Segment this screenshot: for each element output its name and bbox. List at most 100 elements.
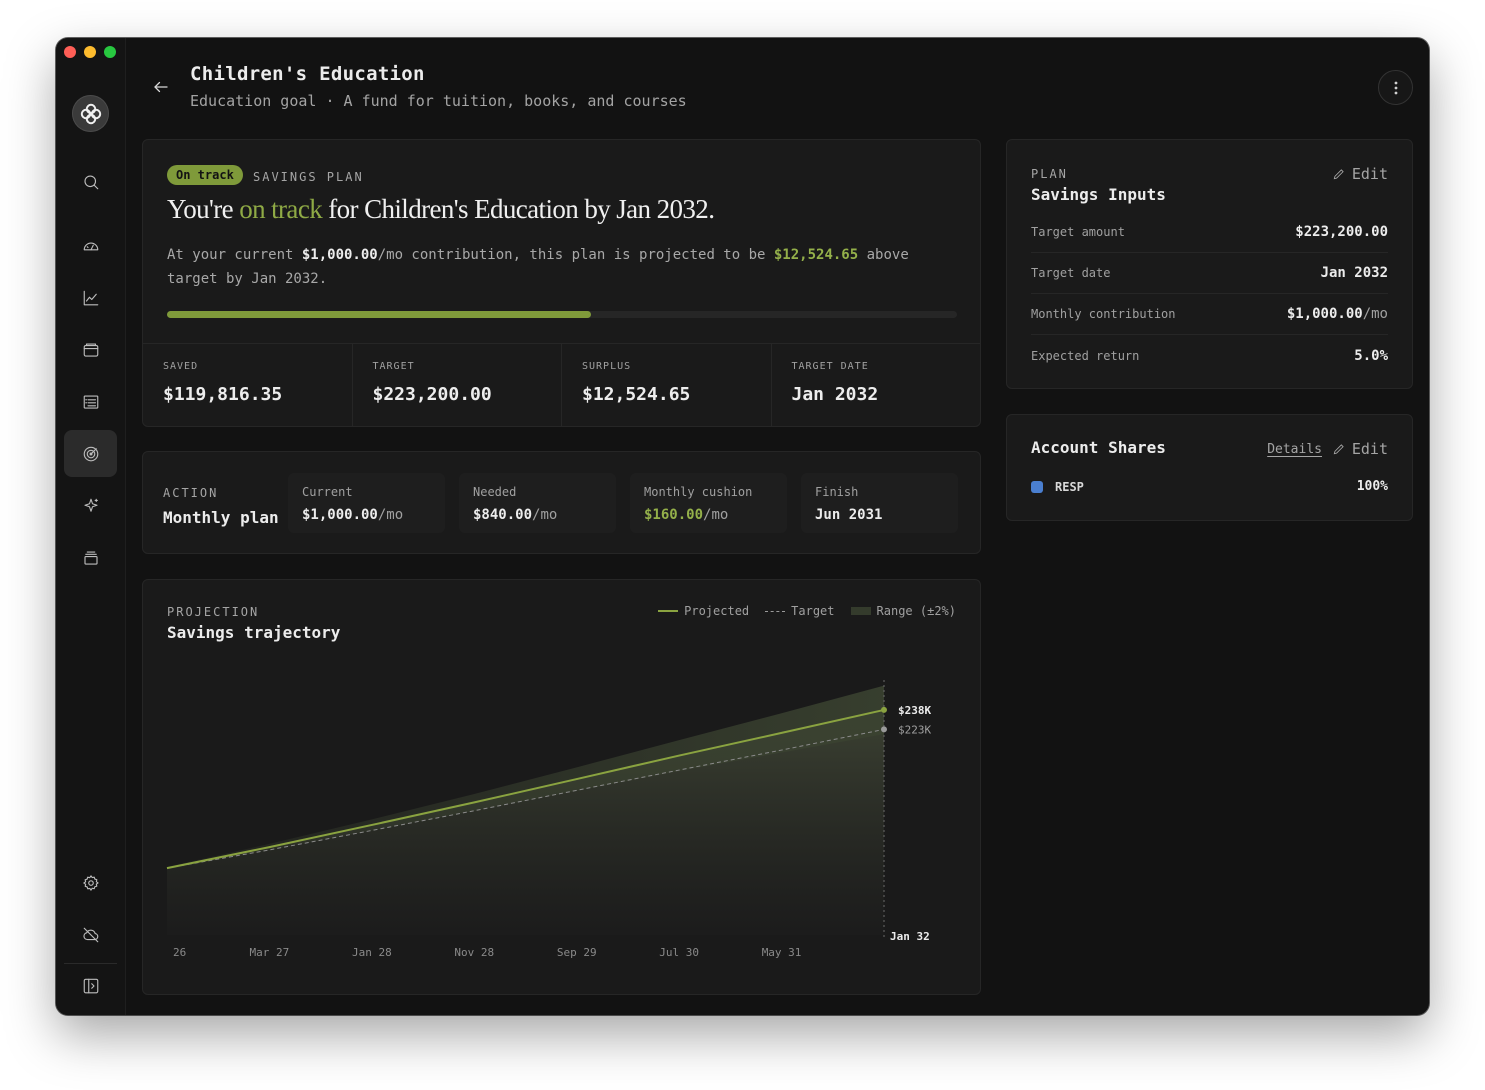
sidebar-item-settings[interactable] [64, 859, 117, 906]
back-button[interactable] [150, 76, 172, 98]
page-subtitle: Education goal · A fund for tuition, boo… [190, 92, 687, 110]
x-tick-label: Jan 28 [352, 946, 392, 959]
card-title: Account Shares [1031, 438, 1166, 457]
zoom-window-button[interactable] [104, 46, 116, 58]
sidebar-item-sync[interactable] [64, 911, 117, 958]
input-unit: /mo [1362, 306, 1388, 322]
card-eyebrow: PROJECTION [167, 605, 260, 619]
archive-stack-icon [83, 550, 98, 565]
stat-label: SURPLUS [582, 361, 632, 372]
share-color-swatch [1031, 480, 1043, 493]
x-tick-label: Jul 30 [659, 946, 699, 959]
projected-line [166, 708, 885, 870]
sidebar-item-trends[interactable] [64, 274, 117, 321]
page-title: Children's Education [190, 63, 425, 85]
status-badge: On track [167, 165, 243, 185]
card-eyebrow: PLAN [1031, 167, 1068, 181]
savings-trajectory-chart: $238K $223K 26 Mar 27 Jan 28 Nov 28 Sep 29 Jul … [166, 680, 931, 959]
x-end-label: Jan 32 [890, 930, 930, 943]
dashboard-gauge-icon [83, 241, 98, 250]
legend-swatch [765, 610, 786, 612]
app-logo[interactable] [72, 95, 109, 132]
sidebar-item-accounts[interactable] [64, 326, 117, 373]
sidebar-item-dashboard[interactable] [64, 222, 117, 269]
stats-row: SAVED $119,816.35 TARGET $223,200.00 SUR… [143, 343, 980, 426]
stat-value: Jan 2032 [791, 384, 879, 405]
metric-needed: Needed $840.00/mo [459, 473, 616, 533]
sidebar-item-transactions[interactable] [64, 378, 117, 425]
hero-headline: You're on track for Children's Education… [167, 194, 715, 225]
sidebar-item-search[interactable] [64, 158, 117, 205]
projection-card: PROJECTION Savings trajectory Projected … [142, 579, 981, 995]
metric-label: Monthly cushion [644, 485, 753, 499]
input-row-target-date: Target date Jan 2032 [1031, 253, 1388, 294]
vertical-dots-icon [1394, 81, 1397, 94]
target-end-label: $223K [898, 723, 931, 736]
sidebar-item-archive[interactable] [64, 534, 117, 581]
input-label: Target amount [1031, 225, 1125, 239]
stat-saved: SAVED $119,816.35 [143, 344, 353, 426]
input-label: Target date [1031, 266, 1111, 280]
share-row-resp: RESP 100% [1031, 479, 1388, 494]
metric-current: Current $1,000.00/mo [288, 473, 445, 533]
desc-text-3: above target by Jan 2032. [167, 247, 909, 287]
legend-projected: Projected [658, 604, 749, 618]
input-value: $223,200.00 [1295, 224, 1388, 240]
trend-chart-icon [83, 290, 98, 305]
cloud-off-icon [82, 927, 98, 942]
target-line [166, 728, 885, 869]
minimize-window-button[interactable] [84, 46, 96, 58]
card-eyebrow: SAVINGS PLAN [253, 170, 364, 184]
edit-shares-button[interactable]: Edit [1332, 440, 1388, 458]
chart-title: Savings trajectory [167, 623, 341, 642]
legend-target: Target [765, 604, 835, 618]
card-eyebrow: ACTION [163, 486, 219, 500]
legend-swatch [658, 610, 679, 612]
desc-contribution: $1,000.00 [301, 247, 378, 263]
savings-inputs-card: PLAN Savings Inputs Edit Target amount $… [1006, 139, 1413, 389]
sidebar-divider [64, 963, 117, 964]
input-value: $1,000.00/mo [1287, 306, 1388, 322]
input-row-expected-return: Expected return 5.0% [1031, 335, 1388, 376]
sidebar-item-insights[interactable] [64, 482, 117, 529]
metric-cushion: Monthly cushion $160.00/mo [630, 473, 787, 533]
stat-surplus: SURPLUS $12,524.65 [562, 344, 772, 426]
close-window-button[interactable] [64, 46, 76, 58]
metric-unit: /mo [377, 507, 404, 523]
arrow-left-icon [154, 81, 168, 93]
more-options-button[interactable] [1378, 70, 1413, 105]
metric-amount: $1,000.00 [302, 507, 378, 523]
share-percent: 100% [1356, 479, 1388, 494]
metric-label: Current [302, 485, 353, 499]
edit-label: Edit [1351, 165, 1388, 183]
sidebar-collapse-toggle[interactable] [64, 962, 117, 1009]
headline-accent: on track [239, 194, 323, 224]
logo-icon [80, 103, 101, 124]
x-tick-label: Nov 28 [454, 946, 494, 959]
stat-value: $12,524.65 [582, 384, 691, 405]
stat-value: $223,200.00 [372, 384, 492, 405]
sidebar-toggle-icon [83, 978, 98, 993]
inputs-list: Target amount $223,200.00 Target date Ja… [1031, 212, 1388, 376]
edit-inputs-button[interactable]: Edit [1332, 165, 1388, 183]
input-label: Monthly contribution [1031, 307, 1176, 321]
projected-end-point [881, 706, 887, 713]
legend-range: Range (±2%) [850, 604, 956, 618]
input-row-monthly-contribution: Monthly contribution $1,000.00/mo [1031, 294, 1388, 335]
details-link[interactable]: Details [1267, 442, 1322, 457]
sidebar-item-goals[interactable] [64, 430, 117, 477]
action-title: Monthly plan [163, 508, 279, 527]
legend-label: Target [791, 604, 835, 618]
pencil-icon [1333, 444, 1344, 455]
range-band [167, 685, 884, 870]
input-amount: $1,000.00 [1286, 306, 1363, 322]
gear-icon [82, 874, 99, 891]
sparkle-icon [83, 498, 98, 512]
legend-label: Range (±2%) [876, 604, 956, 618]
stat-label: TARGET [372, 361, 415, 372]
legend-label: Projected [684, 604, 750, 618]
stat-label: SAVED [163, 361, 199, 372]
metric-value: $160.00/mo [644, 507, 787, 523]
hero-description: At your current $1,000.00/mo contributio… [167, 243, 957, 291]
progress-fill [167, 311, 592, 318]
